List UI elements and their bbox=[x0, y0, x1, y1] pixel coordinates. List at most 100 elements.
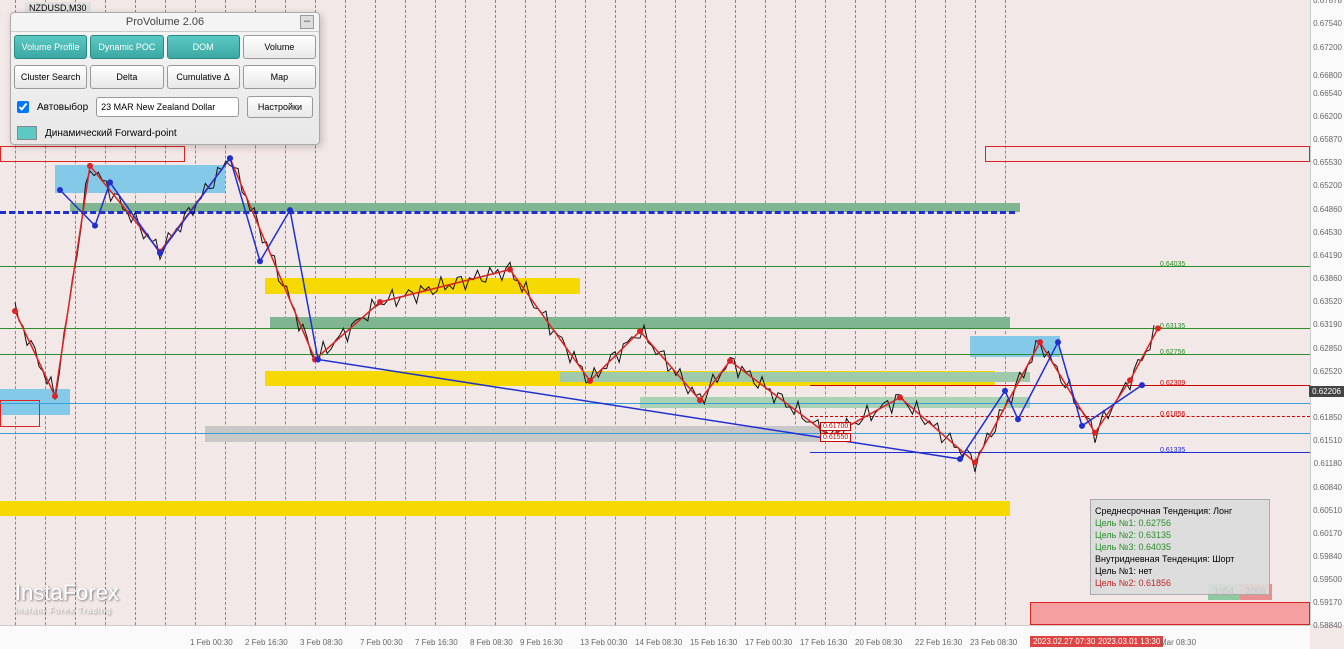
current-price-marker: 0.62206 bbox=[1309, 386, 1344, 397]
price-level-label: 0.64190 bbox=[1313, 251, 1342, 260]
chart-zone bbox=[55, 165, 225, 193]
price-level-label: 0.64860 bbox=[1313, 205, 1342, 214]
chart-zone bbox=[270, 317, 1010, 328]
time-label: 14 Feb 08:30 bbox=[635, 638, 682, 647]
trend-info-box: Среднесрочная Тенденция: Лонг Цель №1: 0… bbox=[1090, 499, 1270, 595]
price-level-label: 0.66200 bbox=[1313, 112, 1342, 121]
time-label: 7 Feb 16:30 bbox=[415, 638, 458, 647]
pv-button-map[interactable]: Map bbox=[243, 65, 316, 89]
price-level-label: 0.59170 bbox=[1313, 598, 1342, 607]
vertical-gridline bbox=[675, 0, 676, 625]
horizontal-level bbox=[810, 385, 1310, 386]
vertical-gridline bbox=[975, 0, 976, 625]
target-m2: Цель №2: 0.63135 bbox=[1095, 530, 1265, 540]
price-level-label: 0.60510 bbox=[1313, 506, 1342, 515]
price-level-label: 0.63520 bbox=[1313, 297, 1342, 306]
vertical-gridline bbox=[405, 0, 406, 625]
chart-zone bbox=[0, 146, 185, 162]
time-label: 2023.02.27 07:30 bbox=[1030, 636, 1098, 647]
vertical-gridline bbox=[495, 0, 496, 625]
zigzag-point bbox=[727, 358, 733, 364]
zigzag-point bbox=[1127, 377, 1133, 383]
vertical-gridline bbox=[525, 0, 526, 625]
forward-color-swatch[interactable] bbox=[17, 126, 37, 140]
target-m3: Цель №3: 0.64035 bbox=[1095, 542, 1265, 552]
time-label: 9 Feb 16:30 bbox=[520, 638, 563, 647]
vertical-gridline bbox=[705, 0, 706, 625]
autochoice-checkbox[interactable] bbox=[17, 101, 29, 113]
vertical-gridline bbox=[885, 0, 886, 625]
vertical-gridline bbox=[465, 0, 466, 625]
horizontal-level bbox=[0, 328, 1310, 329]
vertical-gridline bbox=[375, 0, 376, 625]
price-annotation: 0.61700 bbox=[820, 422, 851, 431]
time-label: 3 Feb 08:30 bbox=[300, 638, 343, 647]
price-axis: 0.678780.675400.672000.668000.665400.662… bbox=[1310, 0, 1344, 625]
price-level-label: 0.67540 bbox=[1313, 19, 1342, 28]
price-level-label: 0.65530 bbox=[1313, 158, 1342, 167]
zigzag-point bbox=[227, 155, 233, 161]
price-level-label: 0.62850 bbox=[1313, 344, 1342, 353]
zigzag-point bbox=[92, 223, 98, 229]
horizontal-level bbox=[0, 266, 1310, 267]
price-level-label: 0.61850 bbox=[1313, 413, 1342, 422]
chart-zone bbox=[985, 146, 1310, 162]
price-level-label: 0.60840 bbox=[1313, 483, 1342, 492]
time-label: 8 Feb 08:30 bbox=[470, 638, 513, 647]
logo-main: InstaForex bbox=[15, 580, 119, 606]
price-level-label: 0.58840 bbox=[1313, 621, 1342, 630]
zigzag-point bbox=[377, 299, 383, 305]
price-level-label: 0.59500 bbox=[1313, 575, 1342, 584]
target-i2: Цель №2: 0.61856 bbox=[1095, 578, 1265, 588]
vertical-gridline bbox=[645, 0, 646, 625]
pv-button-delta[interactable]: Delta bbox=[90, 65, 163, 89]
time-label: 17 Feb 16:30 bbox=[800, 638, 847, 647]
level-label: 0.63135 bbox=[1160, 323, 1185, 330]
forward-label: Динамический Forward-point bbox=[45, 128, 177, 139]
time-label: 2 Feb 16:30 bbox=[245, 638, 288, 647]
price-level-label: 0.63860 bbox=[1313, 274, 1342, 283]
vertical-gridline bbox=[555, 0, 556, 625]
vertical-gridline bbox=[585, 0, 586, 625]
logo-sub: Instant Forex Trading bbox=[15, 606, 119, 615]
level-label: 0.62756 bbox=[1160, 349, 1185, 356]
level-label: 0.64035 bbox=[1160, 261, 1185, 268]
time-label: 22 Feb 16:30 bbox=[915, 638, 962, 647]
price-level-label: 0.59840 bbox=[1313, 552, 1342, 561]
provolume-window[interactable]: ProVolume 2.06 – Volume ProfileDynamic P… bbox=[10, 12, 320, 145]
time-label: 20 Feb 08:30 bbox=[855, 638, 902, 647]
zigzag-point bbox=[257, 258, 263, 264]
price-level-label: 0.65870 bbox=[1313, 135, 1342, 144]
price-level-label: 0.62520 bbox=[1313, 367, 1342, 376]
vertical-gridline bbox=[345, 0, 346, 625]
pv-button-cluster-search[interactable]: Cluster Search bbox=[14, 65, 87, 89]
zigzag-point bbox=[957, 456, 963, 462]
chart-zone bbox=[560, 372, 1030, 382]
settings-button[interactable]: Настройки bbox=[247, 96, 313, 118]
contract-select[interactable]: 23 MAR New Zealand Dollar bbox=[96, 97, 239, 117]
time-label: 7 Feb 00:30 bbox=[360, 638, 403, 647]
time-label: 23 Feb 08:30 bbox=[970, 638, 1017, 647]
pv-button-volume-profile[interactable]: Volume Profile bbox=[14, 35, 87, 59]
vertical-gridline bbox=[765, 0, 766, 625]
price-level-label: 0.67878 bbox=[1313, 0, 1342, 5]
zigzag-point bbox=[1079, 423, 1085, 429]
vertical-gridline bbox=[735, 0, 736, 625]
vertical-gridline bbox=[615, 0, 616, 625]
pv-button-dom[interactable]: DOM bbox=[167, 35, 240, 59]
minimize-button[interactable]: – bbox=[300, 15, 314, 29]
vertical-gridline bbox=[915, 0, 916, 625]
autochoice-label: Автовыбор bbox=[37, 102, 88, 113]
chart-zone bbox=[1030, 602, 1310, 625]
zigzag-point bbox=[157, 249, 163, 255]
time-label: 1 Feb 00:30 bbox=[190, 638, 233, 647]
price-level-label: 0.66800 bbox=[1313, 71, 1342, 80]
pv-button-dynamic-poc[interactable]: Dynamic POC bbox=[90, 35, 163, 59]
time-label: 17 Feb 00:30 bbox=[745, 638, 792, 647]
price-level-label: 0.61510 bbox=[1313, 436, 1342, 445]
pv-button-cumulative-δ[interactable]: Cumulative Δ bbox=[167, 65, 240, 89]
vertical-gridline bbox=[825, 0, 826, 625]
pv-button-volume[interactable]: Volume bbox=[243, 35, 316, 59]
time-axis: 1 Feb 00:30 2 Feb 16:30 3 Feb 08:30 7 Feb 0… bbox=[0, 625, 1310, 649]
price-level-label: 0.66540 bbox=[1313, 89, 1342, 98]
